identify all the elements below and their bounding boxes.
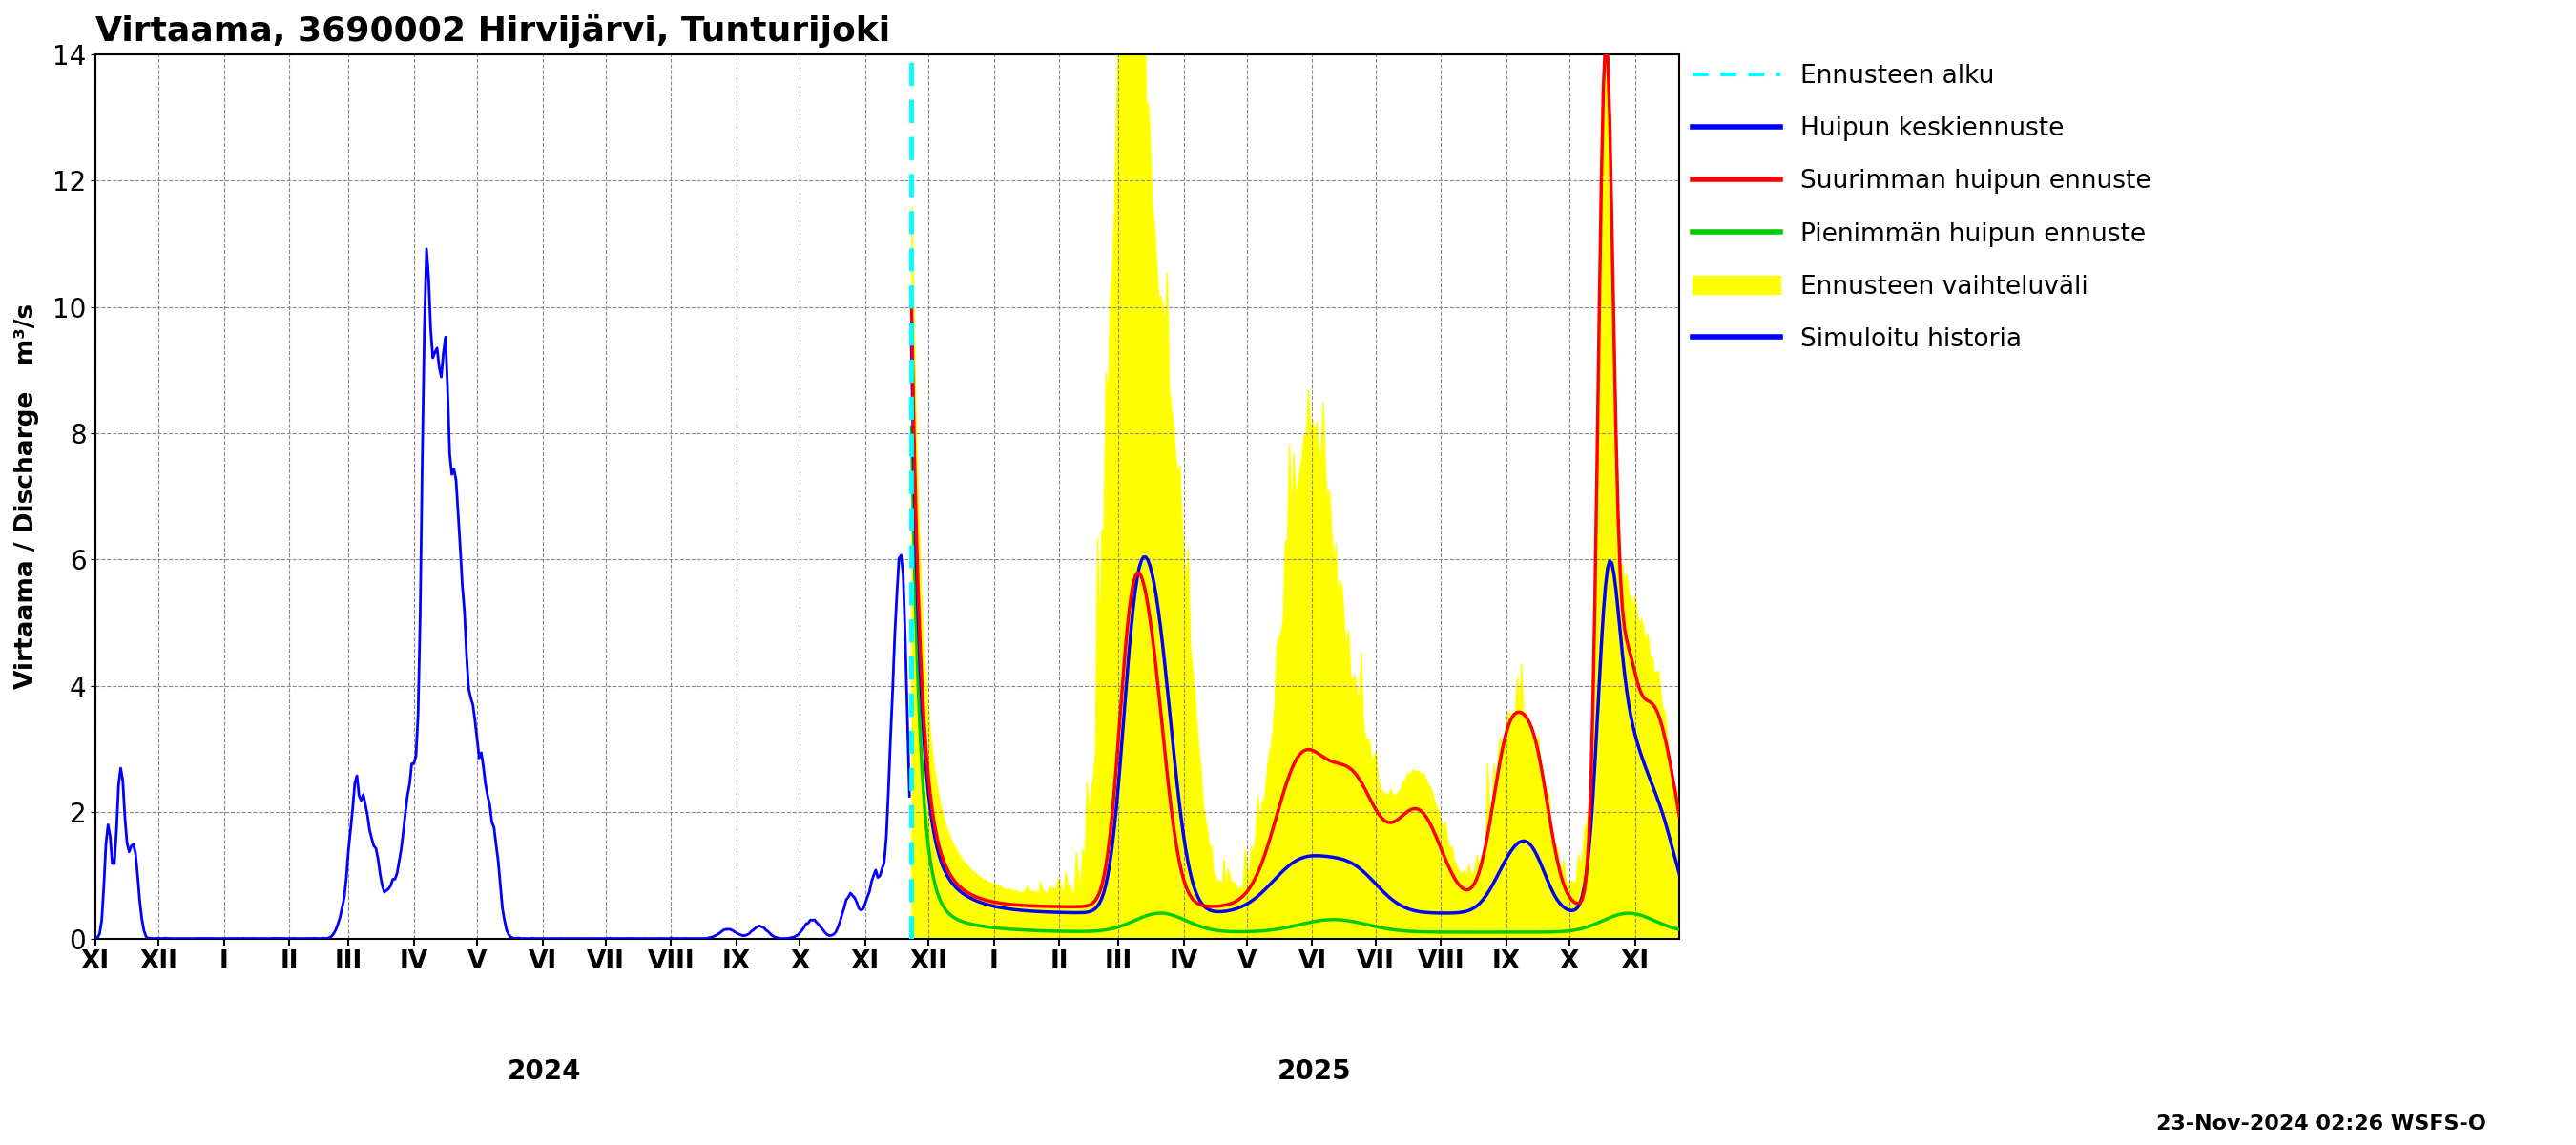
Text: Virtaama, 3690002 Hirvijärvi, Tunturijoki: Virtaama, 3690002 Hirvijärvi, Tunturijok… [95, 14, 891, 48]
Legend: Ennusteen alku, Huipun keskiennuste, Suurimman huipun ennuste, Pienimmän huipun : Ennusteen alku, Huipun keskiennuste, Suu… [1682, 54, 2161, 362]
Y-axis label: Virtaama / Discharge   m³/s: Virtaama / Discharge m³/s [15, 303, 39, 689]
Text: 2024: 2024 [507, 1058, 582, 1085]
Text: 23-Nov-2024 02:26 WSFS-O: 23-Nov-2024 02:26 WSFS-O [2156, 1114, 2486, 1134]
Text: 2025: 2025 [1278, 1058, 1352, 1085]
